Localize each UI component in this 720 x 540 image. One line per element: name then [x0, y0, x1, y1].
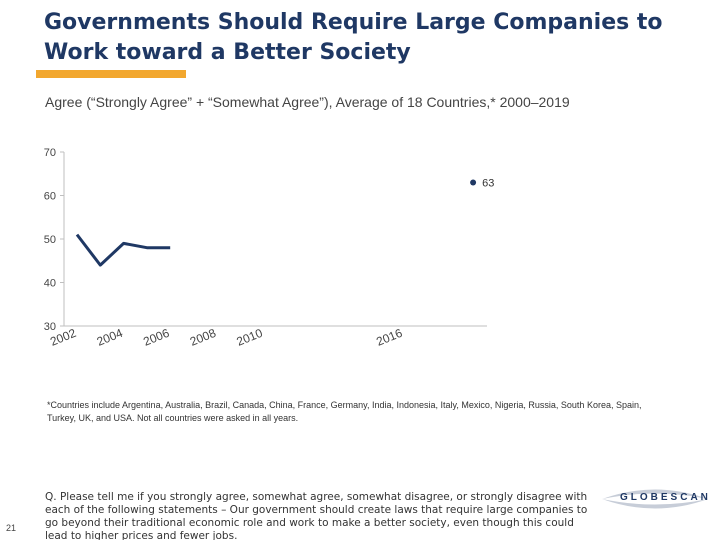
logo-text: GLOBESCAN [620, 492, 711, 503]
y-tick-label-70: 70 [44, 147, 56, 159]
x-tick-label-2008: 2008 [188, 326, 218, 349]
page-number: 21 [6, 523, 17, 533]
y-tick-label-50: 50 [44, 234, 56, 246]
slide-title: Governments Should Require Large Compani… [44, 10, 663, 65]
data-point-2019 [470, 179, 477, 186]
y-tick-label-60: 60 [44, 191, 56, 203]
y-tick-label-40: 40 [44, 278, 56, 290]
chart-subtitle: Agree (“Strongly Agree” + “Somewhat Agre… [45, 94, 570, 110]
x-tick-label-2004: 2004 [95, 326, 125, 349]
data-label-2019: 63 [482, 177, 494, 189]
globe-icon [602, 489, 708, 509]
survey-question: Q. Please tell me if you strongly agree,… [45, 491, 588, 540]
y-tick-label-30: 30 [44, 321, 56, 333]
x-tick-label-2010: 2010 [235, 326, 265, 349]
globescan-logo: GLOBESCAN [600, 482, 710, 516]
x-tick-label-2006: 2006 [141, 326, 171, 349]
series-line-agree [75, 233, 171, 267]
title-accent-bar [36, 70, 186, 78]
x-tick-label-2016: 2016 [374, 326, 404, 349]
footnote: *Countries include Argentina, Australia,… [47, 400, 642, 423]
